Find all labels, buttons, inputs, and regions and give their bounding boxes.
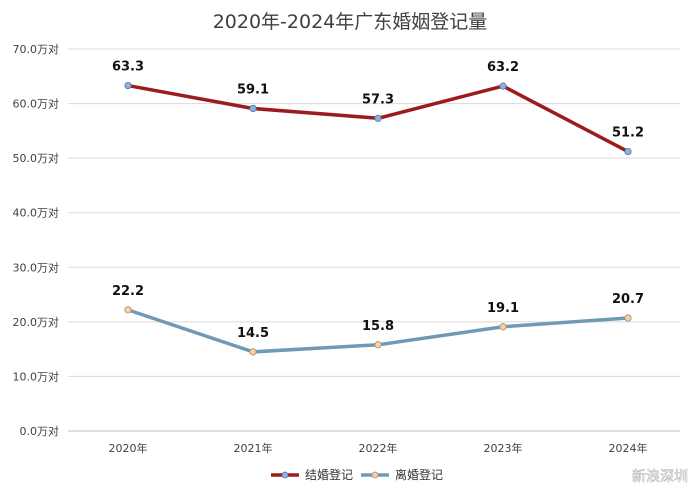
x-tick-label: 2023年	[484, 441, 523, 455]
data-point	[624, 147, 632, 156]
data-label: 63.3	[112, 60, 144, 75]
data-label: 57.3	[362, 92, 394, 107]
y-tick-label: 70.0万对	[13, 42, 60, 56]
legend-swatch-marker	[371, 471, 379, 479]
y-tick-label: 50.0万对	[13, 151, 60, 165]
series-lines	[126, 83, 630, 354]
x-tick-label: 2020年	[109, 441, 148, 455]
legend-label: 结婚登记	[305, 467, 353, 482]
x-axis-ticks: 2020年 2021年 2022年 2023年 2024年	[109, 441, 648, 455]
data-label: 14.5	[237, 326, 269, 341]
data-label: 19.1	[487, 301, 519, 316]
series-markers	[124, 81, 632, 356]
data-point	[124, 306, 132, 314]
data-labels: 63.3 59.1 57.3 63.2 51.2 22.2 14.5 15.8 19.1 20.7	[112, 60, 644, 341]
data-label: 51.2	[612, 126, 644, 141]
x-tick-label: 2021年	[234, 441, 273, 455]
data-label: 59.1	[237, 82, 269, 97]
legend-label: 离婚登记	[395, 467, 443, 482]
gridlines	[68, 48, 680, 432]
chart-title: 2020年-2024年广东婚姻登记量	[213, 11, 488, 33]
legend-swatch-marker	[281, 471, 289, 479]
data-label: 20.7	[612, 292, 644, 307]
data-label: 15.8	[362, 319, 394, 334]
data-point	[374, 114, 382, 122]
data-point	[249, 104, 257, 113]
y-tick-label: 60.0万对	[13, 97, 60, 111]
x-tick-label: 2022年	[359, 441, 398, 455]
data-point	[374, 341, 382, 349]
data-point	[624, 314, 632, 322]
x-tick-label: 2024年	[609, 441, 648, 455]
legend: 结婚登记 离婚登记	[271, 467, 443, 482]
data-point	[124, 81, 132, 90]
y-axis-ticks: 0.0万对 10.0万对 20.0万对 30.0万对 40.0万对 50.0万对 60.0万…	[13, 42, 60, 438]
watermark-text: 新浪深圳	[632, 469, 688, 485]
data-point	[499, 82, 507, 90]
data-point	[249, 348, 257, 356]
data-label: 22.2	[112, 284, 144, 299]
y-tick-label: 30.0万对	[13, 260, 60, 274]
y-tick-label: 0.0万对	[20, 424, 60, 438]
y-tick-label: 40.0万对	[13, 206, 60, 220]
data-point	[499, 323, 507, 331]
y-tick-label: 20.0万对	[13, 315, 60, 329]
data-label: 63.2	[487, 60, 519, 75]
y-tick-label: 10.0万对	[13, 369, 60, 383]
